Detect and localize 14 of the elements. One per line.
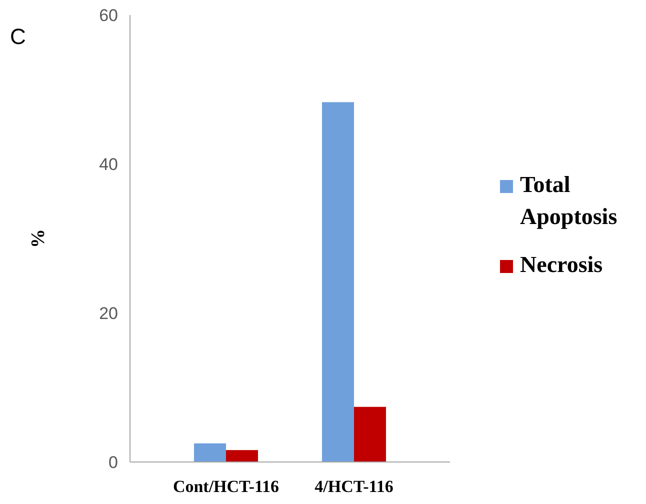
y-axis-title: %: [28, 229, 49, 248]
legend-label: Total Apoptosis: [520, 172, 618, 229]
y-tick-label: 0: [108, 452, 118, 472]
bar: [194, 443, 226, 462]
x-tick-label: Cont/HCT-116: [172, 477, 280, 496]
y-tick-label: 60: [99, 6, 118, 25]
bar: [322, 102, 354, 462]
y-tick-label: 20: [99, 304, 118, 323]
bar: [354, 406, 386, 462]
bar: [226, 450, 258, 462]
text: C: [10, 24, 26, 49]
y-tick-label: 40: [99, 154, 118, 174]
x-tick-label: 4/HCT-116: [314, 477, 394, 496]
legend-label: Necrosis: [520, 252, 603, 277]
